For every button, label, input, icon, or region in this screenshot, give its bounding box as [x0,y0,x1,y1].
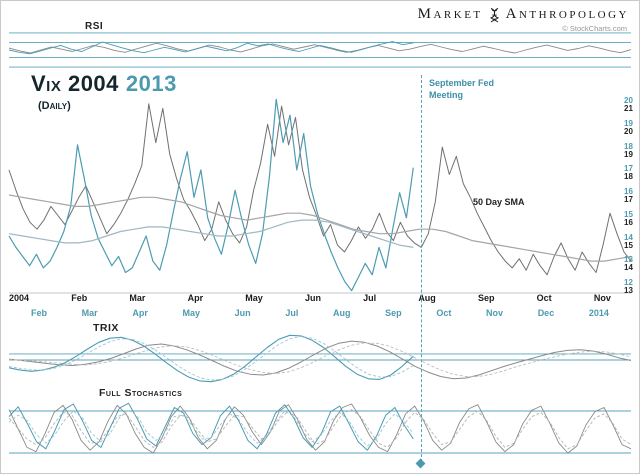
x-tick-2004: Apr [187,293,204,303]
x-tick-2004: Aug [418,293,436,303]
y-tick-2013: 16 [624,187,633,196]
x-tick-2004: Sep [477,293,495,303]
title-2013: 2013 [125,71,177,96]
series-trix-2013-signal [8,336,414,381]
sma-label: 50 Day SMA [473,197,525,207]
x-tick-2013: Dec [537,308,555,318]
x-tick-2004: Nov [593,293,611,303]
series-trix-2004-signal [8,342,632,377]
y-tick-2004: 18 [624,172,633,182]
x-axis-2013: Feb Mar Apr May Jun Jul Aug Sep Oct Nov Dec 2014 [31,308,609,318]
y-tick-2004: 20 [624,126,633,136]
y-tick-2013: 18 [624,141,633,151]
y-tick-2013: 12 [624,278,633,287]
x-tick-2013: Feb [31,308,48,318]
brand-market: Market [417,6,483,22]
x-tick-2004: Mar [129,293,146,303]
y-tick-2013: 20 [624,96,633,105]
series-sma50-2013 [8,219,414,248]
series-sma50-2004 [8,194,632,262]
x-tick-2013: Sep [385,308,402,318]
stochastics-panel-label: Full Stochastics [99,387,183,399]
stochastics-chart [8,402,632,454]
fed-meeting-label: September Fed Meeting [429,78,495,100]
y-tick-2004: 13 [624,286,633,295]
x-tick-2013: Jul [285,308,299,318]
fed-meeting-line [421,75,422,467]
series-rsi-2013 [8,41,414,55]
y-tick-2004: 16 [624,217,633,227]
y-tick-2013: 19 [624,118,633,128]
y-tick-2004: 19 [624,149,633,159]
x-tick-2013: Aug [333,308,351,318]
x-tick-2004: Feb [71,293,88,303]
x-tick-2004: 2004 [9,293,30,303]
series-stoch-2013-k [8,402,414,451]
x-tick-2013: Apr [132,308,148,318]
series-vix-2004 [8,103,632,276]
x-tick-2013: 2014 [588,308,609,318]
x-tick-2013: Jun [234,308,251,318]
y-tick-2013: 14 [624,232,633,242]
y-tick-2013: 13 [624,255,633,265]
x-tick-2013: Nov [486,308,504,318]
x-tick-2004: Jun [304,293,321,303]
chart-subtitle: (Daily) [38,100,71,112]
x-tick-2013: Mar [81,308,98,318]
stockcharts-credit: © StockCharts.com [562,24,627,33]
y-tick-2004: 14 [624,263,633,273]
x-tick-2004: May [245,293,263,303]
y-tick-2004: 15 [624,240,633,250]
main-price-chart [8,98,632,294]
series-stoch-2004-d [8,409,632,450]
series-trix-2013 [8,334,414,383]
series-trix-2004 [8,340,632,380]
y-tick-2004: 17 [624,195,633,204]
series-stoch-2004-k [8,403,632,454]
rsi-chart [8,32,632,68]
right-axis: 20 19 18 17 16 15 14 13 12 21 20 19 18 17 16 15 14 13 [624,96,639,307]
y-tick-2013: 15 [624,209,633,219]
x-tick-2013: Oct [436,308,452,318]
trix-panel-label: TRIX [93,322,119,334]
series-vix-2013 [8,98,414,292]
chart-title: Vix 2004 2013 [31,71,177,97]
series-rsi-2004 [8,42,632,54]
y-tick-2013: 17 [624,164,633,174]
x-tick-2004: Oct [536,293,552,303]
rsi-panel-label: RSI [85,21,104,32]
dna-icon [489,7,499,22]
title-vix-2004: Vix 2004 [31,71,119,96]
brand-anthropology: Anthropology [505,6,629,22]
x-tick-2013: May [182,308,201,318]
brand: Market Anthropology [418,6,629,23]
x-tick-2004: Jul [363,293,377,303]
trix-chart [8,334,632,383]
series-stoch-2013-d [8,409,414,447]
x-axis-2004: 2004 Feb Mar Apr May Jun Jul Aug Sep Oct Nov [9,293,611,303]
y-tick-2004: 21 [624,104,633,113]
